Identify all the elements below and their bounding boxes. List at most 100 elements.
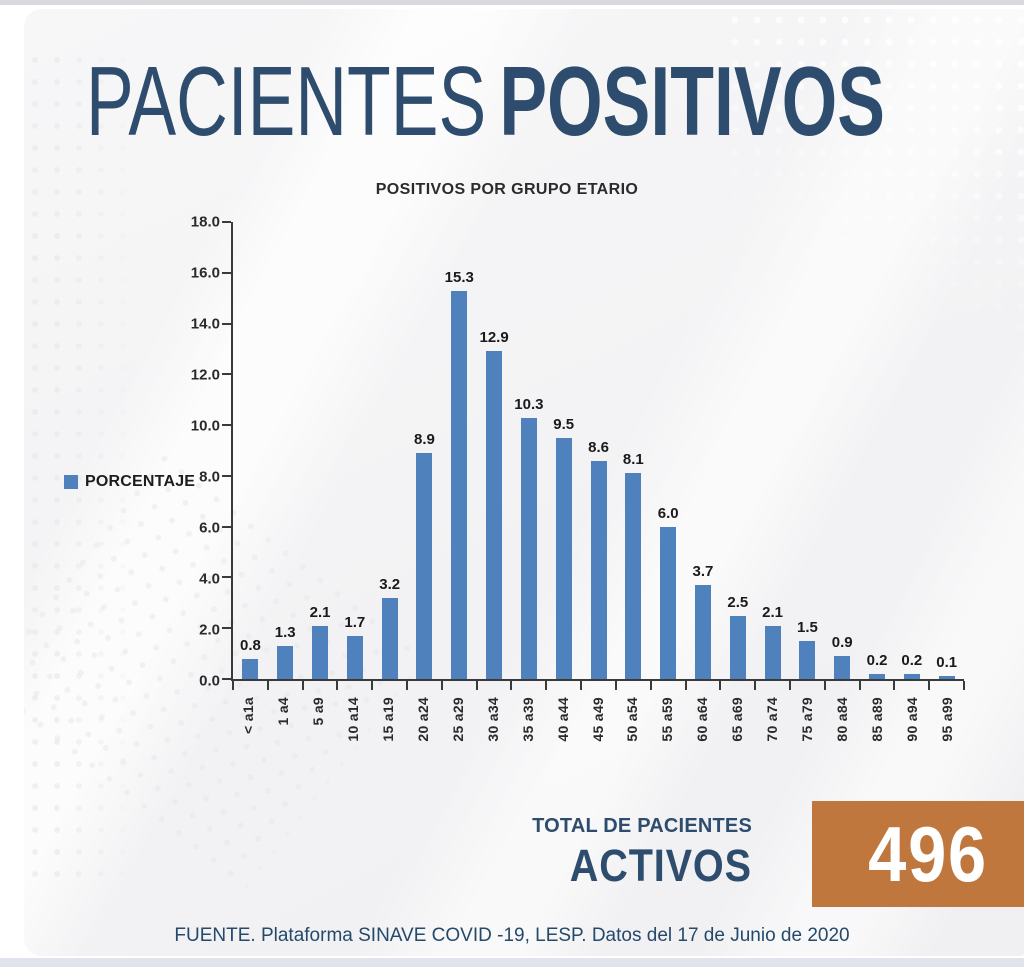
total-value-box: 496 — [812, 801, 1024, 907]
bar-slot: 0.2 — [860, 222, 895, 679]
bar-value-label: 8.6 — [588, 438, 609, 456]
y-tick-mark — [222, 221, 231, 223]
y-tick-mark — [222, 322, 231, 325]
x-label-cell: 95 a99 — [929, 697, 964, 789]
page-title-bold: POSITIVOS — [499, 46, 885, 156]
bottom-edge-strip — [0, 958, 1024, 967]
bar — [660, 526, 677, 679]
legend-label: PORCENTAJE — [85, 473, 196, 490]
y-tick-mark — [222, 271, 231, 274]
bar-slot: 2.1 — [303, 222, 338, 679]
bar-slot: 8.6 — [581, 222, 616, 679]
bar-slot: 3.2 — [372, 222, 407, 679]
bar-value-label: 12.9 — [479, 329, 509, 347]
y-tick-mark — [222, 373, 231, 376]
bar — [799, 640, 816, 679]
bar-slot: 9.5 — [546, 222, 581, 679]
bar-value-label: 2.1 — [309, 603, 331, 621]
x-label-cell: 85 a89 — [859, 697, 894, 789]
x-label-cell: 10 a14 — [336, 697, 371, 789]
x-label-cell: 75 a79 — [790, 697, 825, 789]
bar-value-label: 3.7 — [692, 563, 714, 581]
bar — [486, 351, 503, 679]
y-tick-mark — [222, 474, 231, 477]
bar-value-label: 0.8 — [239, 636, 261, 654]
y-tick-label: 6.0 — [199, 519, 220, 537]
bar — [834, 656, 851, 679]
bar-slot: 12.9 — [477, 222, 512, 679]
legend-swatch — [64, 475, 78, 489]
x-tick-mark — [440, 681, 443, 690]
x-tick-mark — [719, 681, 722, 690]
bar-slot: 8.1 — [616, 222, 651, 679]
bar — [555, 437, 572, 679]
x-label-cell: 20 a24 — [406, 697, 441, 789]
x-tick-label: 80 a84 — [833, 697, 850, 742]
x-tick-label: 40 a44 — [554, 697, 571, 742]
x-tick-label: 65 a69 — [729, 697, 746, 742]
bar-slot: 2.5 — [720, 222, 755, 679]
x-label-cell: < a1a — [231, 697, 266, 789]
bar-value-label: 15.3 — [444, 268, 474, 286]
x-label-cell: 90 a94 — [894, 697, 929, 789]
bar-value-label: 9.5 — [553, 415, 575, 433]
y-tick-label: 14.0 — [190, 315, 220, 333]
bar — [729, 615, 746, 679]
x-tick-mark — [301, 681, 304, 690]
bar-value-label: 1.5 — [796, 618, 818, 636]
x-tick-mark — [371, 681, 374, 690]
x-tick-label: 15 a19 — [380, 697, 397, 742]
x-tick-label: 85 a89 — [868, 697, 885, 742]
bar-value-label: 0.9 — [831, 634, 853, 652]
bar — [451, 290, 468, 679]
x-tick-mark — [406, 681, 409, 690]
x-tick-mark — [266, 681, 269, 690]
bar — [520, 417, 537, 679]
x-tick-mark — [545, 681, 548, 690]
bar — [694, 585, 711, 679]
source-footer: FUENTE. Plataforma SINAVE COVID -19, LES… — [174, 925, 850, 946]
bar — [764, 625, 781, 679]
x-tick-label: 75 a79 — [798, 697, 815, 742]
x-tick-label: 10 a14 — [345, 697, 362, 742]
x-tick-label: 5 a9 — [310, 697, 327, 726]
x-tick-label: 30 a34 — [484, 697, 501, 742]
x-tick-label: 35 a39 — [519, 697, 536, 742]
bar-slot: 0.1 — [929, 222, 964, 679]
x-label-cell: 80 a84 — [824, 697, 859, 789]
bar-slot: 8.9 — [407, 222, 442, 679]
x-tick-mark — [649, 681, 652, 690]
bar — [381, 597, 398, 679]
x-axis-labels: < a1a 1 a4 5 a9 10 a14 15 a19 20 a24 25 a29 30 … — [231, 697, 964, 789]
x-label-cell: 70 a74 — [755, 697, 790, 789]
bar-value-label: 1.3 — [274, 624, 296, 641]
y-tick-label: 0.0 — [199, 672, 220, 690]
x-tick-mark — [475, 681, 478, 690]
y-tick-mark — [222, 424, 231, 427]
bar — [869, 673, 886, 679]
x-label-cell: 15 a19 — [371, 697, 406, 789]
bar-value-label: 0.1 — [936, 654, 958, 672]
bar-slot: 3.7 — [686, 222, 721, 679]
bars-row: 0.8 1.3 2.1 1.7 3.2 8.9 15.3 12.9 10.3 9.5 8.6 8.1 6… — [233, 222, 964, 679]
bar-slot: 15.3 — [442, 222, 477, 679]
bar-value-label: 0.2 — [866, 651, 888, 669]
y-tick-label: 12.0 — [190, 366, 220, 384]
x-tick-label: 20 a24 — [414, 697, 431, 742]
bar-slot: 0.9 — [825, 222, 860, 679]
totals-label-line1: TOTAL DE PACIENTES — [532, 815, 752, 837]
x-tick-mark — [788, 681, 791, 690]
x-label-cell: 60 a64 — [685, 697, 720, 789]
x-tick-mark — [614, 681, 617, 690]
y-tick-mark — [222, 627, 231, 630]
bar-slot: 10.3 — [512, 222, 547, 679]
bar-value-label: 2.5 — [727, 593, 749, 611]
x-label-cell: 45 a49 — [580, 697, 615, 789]
bar — [312, 625, 329, 679]
x-tick-label: 90 a94 — [903, 697, 920, 742]
content-panel: PACIENTES POSITIVOS POSITIVOS POR GRUPO E… — [24, 9, 1024, 956]
total-value: 496 — [868, 809, 988, 898]
totals-label-line2: ACTIVOS — [569, 840, 752, 891]
bar-slot: 0.8 — [233, 222, 268, 679]
